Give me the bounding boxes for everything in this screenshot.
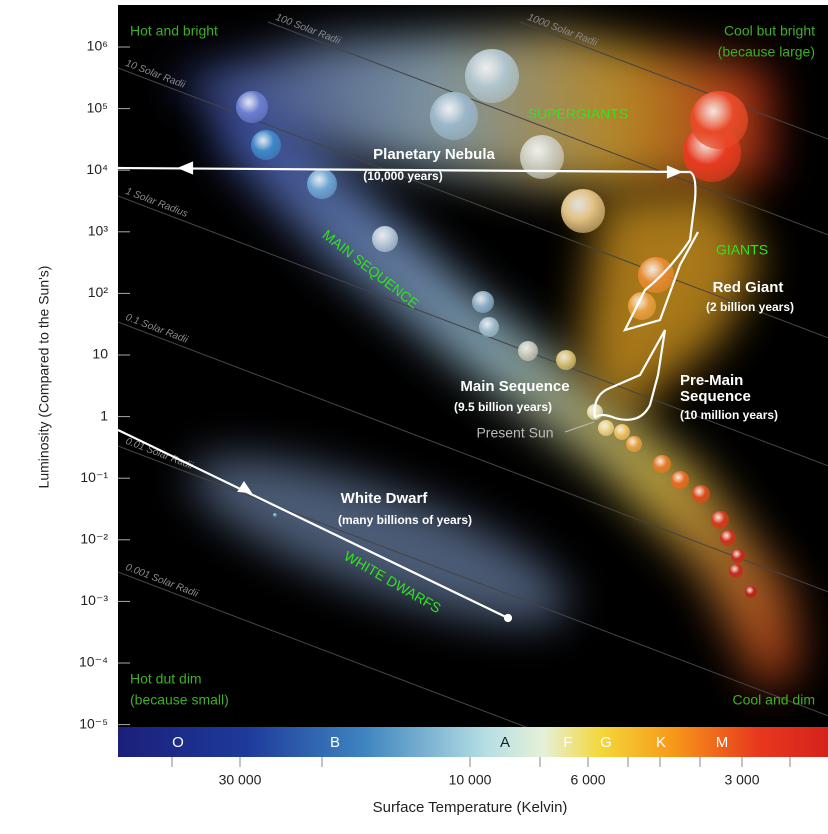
star bbox=[671, 471, 689, 489]
y-tick-label: 10² bbox=[88, 284, 109, 300]
x-tick-label: 3 000 bbox=[724, 772, 759, 788]
region-label: GIANTS bbox=[716, 242, 768, 258]
y-tick-label: 10³ bbox=[88, 223, 109, 239]
radius-line bbox=[519, 21, 828, 140]
spectral-bar bbox=[118, 727, 828, 757]
region-label: SUPERGIANTS bbox=[528, 106, 628, 122]
star bbox=[518, 341, 538, 361]
spectral-class: O bbox=[172, 734, 184, 751]
y-tick-label: 10⁻⁵ bbox=[79, 715, 108, 731]
corner-label: Hot and bright bbox=[130, 23, 218, 39]
star bbox=[731, 549, 745, 563]
star bbox=[745, 586, 757, 598]
star bbox=[465, 49, 519, 103]
stage-duration: (10 million years) bbox=[680, 408, 778, 422]
star bbox=[628, 292, 656, 320]
star bbox=[472, 291, 494, 313]
y-tick-label: 10⁵ bbox=[87, 99, 108, 115]
y-tick-label: 10⁻⁴ bbox=[79, 654, 108, 670]
y-axis-title: Luminosity (Compared to the Sun's) bbox=[36, 266, 52, 489]
y-tick-label: 10⁻³ bbox=[80, 592, 108, 608]
y-tick-label: 10⁻² bbox=[80, 531, 108, 547]
stage-title: Planetary Nebula bbox=[373, 146, 495, 163]
spectral-class: G bbox=[600, 734, 612, 751]
star bbox=[251, 130, 281, 160]
spectral-class: M bbox=[716, 734, 729, 751]
star bbox=[236, 91, 268, 123]
stage-title: Sequence bbox=[680, 388, 751, 405]
stage-duration: (many billions of years) bbox=[338, 513, 472, 527]
stage-duration: (9.5 billion years) bbox=[454, 400, 552, 414]
evolution-track bbox=[117, 161, 699, 623]
star bbox=[720, 530, 736, 546]
stars bbox=[236, 49, 757, 598]
stage-title: Main Sequence bbox=[460, 378, 569, 395]
y-tick-label: 1 bbox=[100, 407, 108, 423]
corner-label: (because large) bbox=[718, 44, 815, 60]
star bbox=[653, 455, 671, 473]
present-sun-pointer bbox=[564, 421, 595, 433]
radius-line bbox=[118, 195, 828, 467]
star bbox=[690, 91, 748, 149]
radius-line bbox=[118, 571, 528, 727]
star bbox=[598, 420, 614, 436]
spectral-class: F bbox=[563, 734, 572, 751]
y-tick-label: 10⁶ bbox=[87, 38, 108, 54]
radius-line bbox=[118, 321, 828, 593]
stage-duration: (2 billion years) bbox=[706, 300, 794, 314]
star bbox=[711, 511, 729, 529]
radius-line bbox=[267, 21, 828, 236]
radius-line bbox=[118, 445, 828, 717]
star bbox=[307, 169, 337, 199]
star bbox=[273, 513, 277, 517]
present-sun-label: Present Sun bbox=[476, 425, 553, 441]
spectral-class: A bbox=[500, 734, 510, 751]
star bbox=[556, 350, 576, 370]
star bbox=[561, 189, 605, 233]
x-tick-label: 10 000 bbox=[449, 772, 492, 788]
x-tick-label: 6 000 bbox=[570, 772, 605, 788]
star bbox=[372, 226, 398, 252]
y-tick-label: 10⁻¹ bbox=[80, 469, 108, 485]
axis-ticks bbox=[118, 46, 791, 767]
star bbox=[520, 135, 564, 179]
star bbox=[479, 317, 499, 337]
x-axis-title: Surface Temperature (Kelvin) bbox=[373, 799, 568, 816]
stage-duration: (10,000 years) bbox=[363, 169, 442, 183]
star bbox=[626, 436, 642, 452]
y-tick-label: 10 bbox=[92, 346, 108, 362]
spectral-class: B bbox=[330, 734, 340, 751]
star bbox=[729, 564, 743, 578]
corner-label: Cool but bright bbox=[724, 23, 815, 39]
stage-title: Pre-Main bbox=[680, 372, 743, 389]
corner-label: Hot dut dim bbox=[130, 671, 202, 687]
star bbox=[430, 92, 478, 140]
star bbox=[638, 257, 674, 293]
star bbox=[614, 424, 630, 440]
corner-label: (because small) bbox=[130, 692, 229, 708]
stage-title: White Dwarf bbox=[341, 490, 429, 507]
radius-line bbox=[118, 67, 828, 339]
y-tick-label: 10⁴ bbox=[86, 161, 108, 177]
stage-title: Red Giant bbox=[713, 279, 784, 296]
star bbox=[692, 485, 710, 503]
spectral-class: K bbox=[656, 734, 666, 751]
corner-label: Cool and dim bbox=[733, 692, 816, 708]
x-tick-label: 30 000 bbox=[219, 772, 262, 788]
